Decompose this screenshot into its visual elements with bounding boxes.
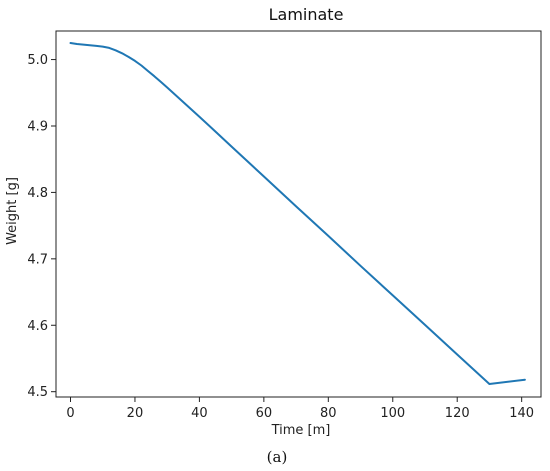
x-tick-label: 120	[445, 406, 470, 421]
x-axis-label: Time [m]	[271, 423, 331, 438]
x-tick-label: 140	[509, 406, 534, 421]
axes-frame	[55, 30, 542, 398]
plot-area	[55, 30, 542, 398]
series-line	[69, 42, 526, 385]
y-tick-label: 4.9	[27, 119, 48, 134]
y-tick-label: 4.8	[27, 186, 48, 201]
x-tick-label: 60	[256, 406, 273, 421]
figure-caption: (a)	[267, 448, 288, 466]
x-tick-label: 0	[66, 406, 74, 421]
x-tick-label: 40	[191, 406, 208, 421]
x-axis: 0 20 40 60 80 100 120 140	[66, 397, 534, 421]
x-tick-label: 20	[127, 406, 144, 421]
y-tick-label: 4.7	[27, 252, 48, 267]
x-tick-label: 80	[320, 406, 337, 421]
x-tick-label: 100	[380, 406, 405, 421]
y-axis: 4.5 4.6 4.7 4.8 4.9 5.0	[27, 53, 56, 400]
chart-title: Laminate	[269, 5, 344, 24]
y-axis-label: Weight [g]	[5, 177, 20, 245]
y-tick-label: 4.5	[27, 385, 48, 400]
y-tick-label: 5.0	[27, 53, 48, 68]
y-tick-label: 4.6	[27, 319, 48, 334]
